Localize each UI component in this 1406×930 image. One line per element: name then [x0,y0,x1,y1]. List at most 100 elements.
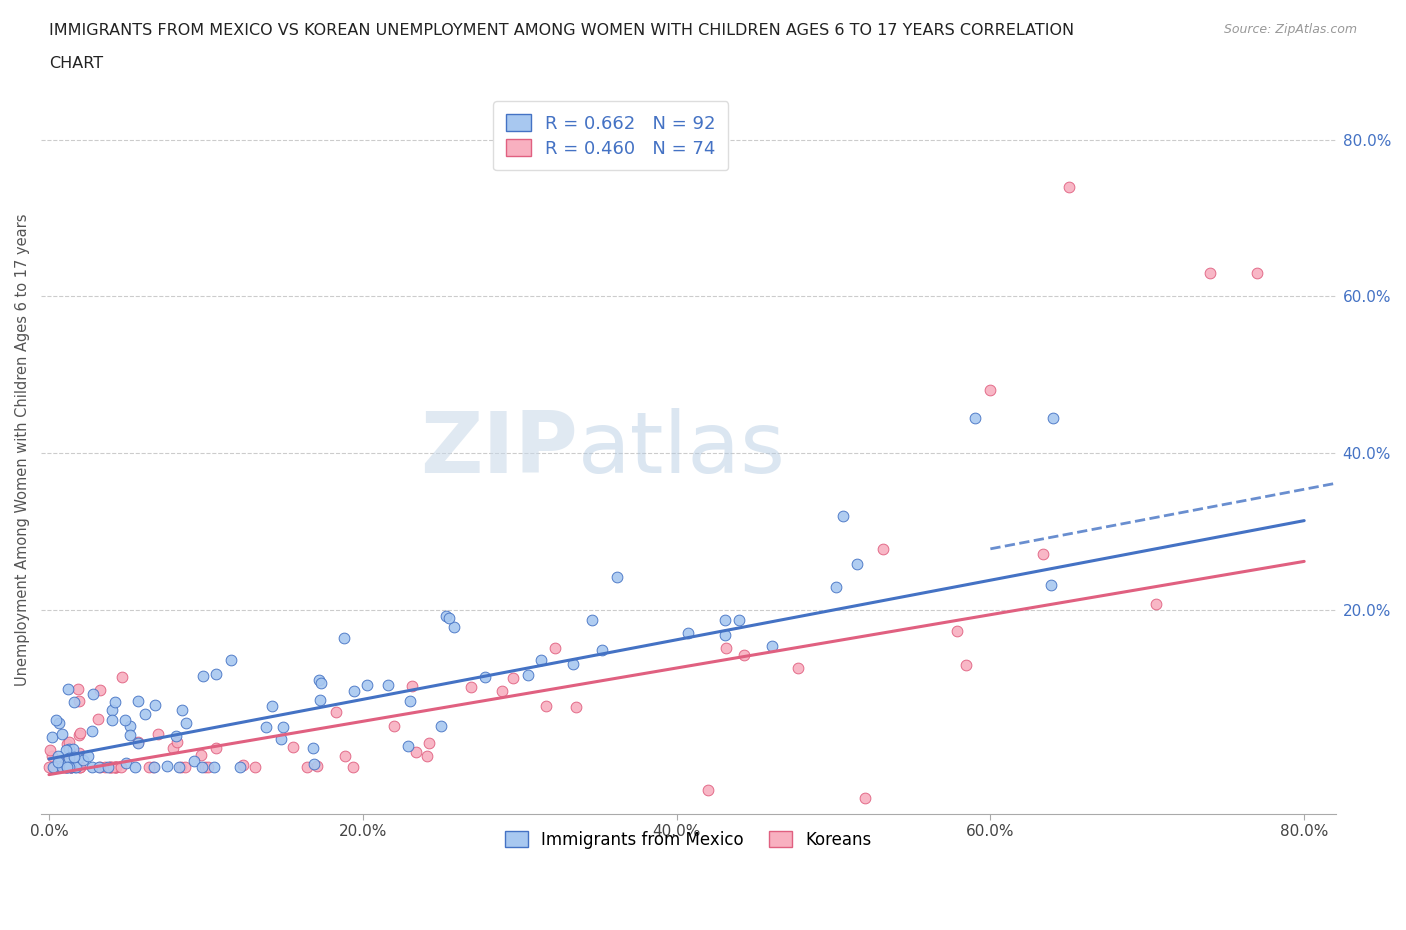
Point [67,760,90,775]
Legend: Immigrants from Mexico, Koreans: Immigrants from Mexico, Koreans [494,818,883,860]
Point [63,760,86,775]
Point [229,760,252,775]
Point [761,638,783,653]
Point [59,760,82,775]
Point [377,677,399,692]
Point [72,752,94,767]
Point [190,748,212,763]
Point [270,732,292,747]
Point [308,693,330,708]
Point [304,757,326,772]
Point [69,759,91,774]
Point [80,760,103,775]
Point [955,658,977,672]
Point [399,694,422,709]
Point [562,657,585,671]
Point [193,669,215,684]
Point [76,749,98,764]
Point [38,760,60,775]
Point [56,681,79,696]
Point [979,383,1001,398]
Point [156,758,179,773]
Point [38,742,60,757]
Point [58,741,80,756]
Point [162,740,184,755]
Point [124,760,146,775]
Point [100,760,122,775]
Point [127,735,149,750]
Point [502,671,524,685]
Point [66,682,89,697]
Point [101,760,124,775]
Point [529,653,551,668]
Point [42,760,65,775]
Point [98,760,121,775]
Point [333,749,356,764]
Point [786,660,808,675]
Point [430,719,453,734]
Point [66,751,89,765]
Point [460,680,482,695]
Point [65,760,87,775]
Point [418,736,440,751]
Point [714,612,737,627]
Point [89,760,111,775]
Point [103,695,125,710]
Point [301,740,323,755]
Point [97,760,120,775]
Point [846,556,869,571]
Point [142,760,165,775]
Point [733,647,755,662]
Point [173,760,195,775]
Point [104,760,127,775]
Point [491,684,513,698]
Point [205,740,228,755]
Point [53,760,76,775]
Point [564,700,586,715]
Point [309,675,332,690]
Point [1057,179,1080,194]
Point [41,730,63,745]
Text: CHART: CHART [49,56,103,71]
Point [396,738,419,753]
Point [176,715,198,730]
Point [194,760,217,775]
Point [197,760,219,775]
Point [401,678,423,693]
Point [63,750,86,764]
Point [832,509,855,524]
Point [283,739,305,754]
Point [166,735,188,750]
Point [416,749,439,764]
Point [169,760,191,775]
Point [202,760,225,775]
Point [55,760,77,775]
Point [51,760,73,775]
Point [1144,596,1167,611]
Point [82,687,104,702]
Point [697,783,720,798]
Text: atlas: atlas [578,407,786,491]
Point [146,726,169,741]
Point [45,712,67,727]
Point [41,749,63,764]
Point [384,719,406,734]
Point [142,760,165,775]
Point [1040,578,1063,592]
Point [474,670,496,684]
Point [60,760,83,775]
Point [714,628,737,643]
Point [51,727,73,742]
Point [1246,265,1268,280]
Point [606,570,628,585]
Y-axis label: Unemployment Among Women with Children Ages 6 to 17 years: Unemployment Among Women with Children A… [15,213,30,685]
Point [105,760,128,775]
Point [205,666,228,681]
Point [62,741,84,756]
Point [714,641,737,656]
Point [138,760,160,775]
Point [434,609,457,624]
Point [46,754,69,769]
Point [295,760,318,775]
Point [581,612,603,627]
